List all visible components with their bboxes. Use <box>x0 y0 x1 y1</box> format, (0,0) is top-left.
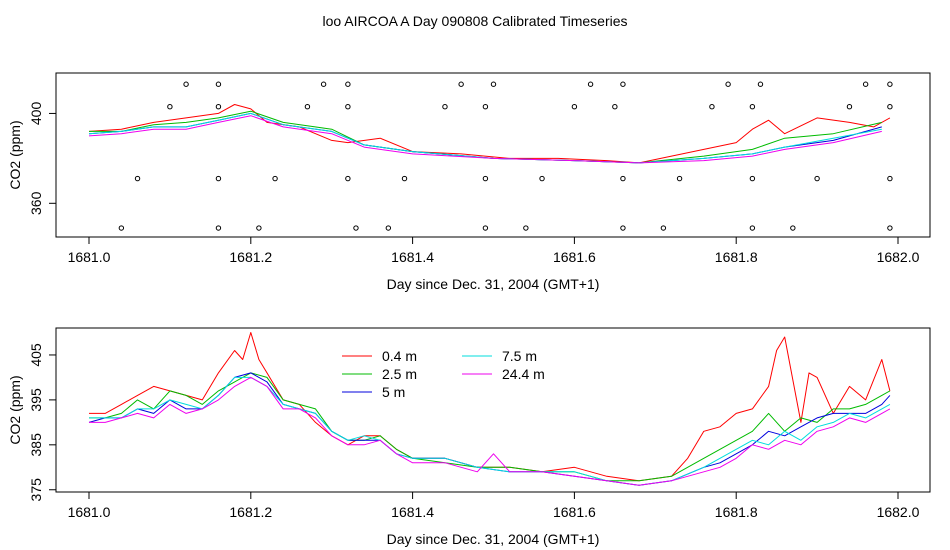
legend-label: 2.5 m <box>382 366 417 382</box>
data-point-marker <box>887 175 893 182</box>
series-line-2-5-m <box>89 110 882 164</box>
bottom-x-tick-label: 1681.2 <box>229 504 272 520</box>
data-point-marker <box>749 225 756 231</box>
data-point-marker <box>256 225 262 231</box>
data-point-marker <box>183 81 189 87</box>
data-point-marker <box>709 103 715 110</box>
data-point-marker <box>887 225 893 231</box>
data-point-marker <box>660 225 667 231</box>
bottom-panel: 1681.0 1681.2 1681.4 1681.6 1681.8 1682.0 375… <box>7 327 931 547</box>
legend-label: 7.5 m <box>502 348 537 364</box>
data-point-marker <box>749 103 756 110</box>
data-point-marker <box>345 81 351 87</box>
data-point-marker <box>887 81 893 87</box>
top-y-tick-label: 360 <box>28 191 44 215</box>
top-x-axis-label: Day since Dec. 31, 2004 (GMT+1) <box>387 276 600 292</box>
series-line-24-4-m <box>89 376 891 486</box>
bottom-y-tick-label: 375 <box>28 478 44 502</box>
bottom-y-axis-label: CO2 (ppm) <box>7 375 23 444</box>
data-point-marker <box>676 175 683 182</box>
data-point-marker <box>401 175 408 182</box>
data-point-marker <box>490 81 497 87</box>
data-point-marker <box>482 175 489 182</box>
series-line-7-5-m <box>89 376 891 486</box>
data-point-marker <box>320 81 327 87</box>
data-point-marker <box>846 103 853 110</box>
top-y-tick-label: 400 <box>28 102 44 126</box>
data-point-marker <box>442 103 448 110</box>
data-point-marker <box>757 81 764 87</box>
data-point-marker <box>862 81 869 87</box>
legend-label: 24.4 m <box>502 366 545 382</box>
data-point-marker <box>790 225 796 231</box>
bottom-y-tick-label: 385 <box>28 433 44 457</box>
top-x-tick-label: 1681.8 <box>715 249 758 265</box>
data-point-marker <box>749 175 756 182</box>
data-point-marker <box>118 225 125 231</box>
series-line-5-m <box>88 112 882 164</box>
bottom-x-axis-label: Day since Dec. 31, 2004 (GMT+1) <box>387 531 600 547</box>
data-point-marker <box>587 81 594 87</box>
legend-label: 0.4 m <box>382 348 417 364</box>
data-point-marker <box>814 175 820 182</box>
series-line-24-4-m <box>88 115 882 164</box>
data-point-marker <box>482 225 489 231</box>
top-x-tick-label: 1681.0 <box>68 249 111 265</box>
data-point-marker <box>725 81 731 87</box>
top-plot-frame <box>55 72 931 238</box>
data-point-marker <box>620 225 626 231</box>
bottom-y-tick-label: 405 <box>28 343 44 367</box>
data-point-marker <box>304 103 311 110</box>
chart-title: loo AIRCOA A Day 090808 Calibrated Times… <box>322 13 627 29</box>
data-point-marker <box>482 103 489 110</box>
bottom-plot-frame <box>55 327 931 493</box>
legend-label: 5 m <box>382 384 405 400</box>
top-y-axis-label: CO2 (ppm) <box>7 120 23 189</box>
legend: 0.4 m 2.5 m 5 m 7.5 m 24.4 m <box>342 348 545 400</box>
data-point-marker <box>523 225 529 231</box>
data-point-marker <box>167 103 173 110</box>
top-panel: 1681.0 1681.2 1681.4 1681.6 1681.8 1682.0 360… <box>7 72 931 292</box>
data-point-marker <box>620 175 626 182</box>
top-x-tick-label: 1681.2 <box>229 249 272 265</box>
data-point-marker <box>345 175 351 182</box>
data-point-marker <box>134 175 141 182</box>
data-point-marker <box>215 81 222 87</box>
bottom-x-tick-label: 1681.6 <box>553 504 596 520</box>
bottom-x-tick-label: 1682.0 <box>877 504 920 520</box>
data-point-marker <box>887 103 893 110</box>
bottom-series-lines <box>88 332 891 486</box>
data-point-marker <box>539 175 545 182</box>
data-point-marker <box>215 225 222 231</box>
data-point-marker <box>345 103 351 110</box>
bottom-x-ticks: 1681.0 1681.2 1681.4 1681.6 1681.8 1682.0 <box>68 492 920 520</box>
top-series-lines <box>88 104 891 164</box>
bottom-x-tick-label: 1681.0 <box>68 504 111 520</box>
series-line-0-4-m <box>88 104 891 164</box>
series-line-7-5-m <box>88 112 882 164</box>
top-x-tick-label: 1682.0 <box>877 249 920 265</box>
bottom-y-tick-label: 395 <box>28 388 44 412</box>
bottom-x-tick-label: 1681.4 <box>391 504 434 520</box>
top-y-ticks: 360 400 <box>28 102 56 215</box>
data-point-marker <box>458 81 464 87</box>
top-point-markers <box>118 81 893 231</box>
bottom-y-ticks: 375 385 395 405 <box>28 343 56 501</box>
data-point-marker <box>571 103 578 110</box>
data-point-marker <box>215 175 222 182</box>
series-line-5-m <box>88 372 891 486</box>
top-x-tick-label: 1681.6 <box>553 249 596 265</box>
data-point-marker <box>353 225 359 231</box>
data-point-marker <box>385 225 392 231</box>
data-point-marker <box>272 175 278 182</box>
top-x-tick-label: 1681.4 <box>391 249 434 265</box>
bottom-x-tick-label: 1681.8 <box>715 504 758 520</box>
data-point-marker <box>620 81 626 87</box>
data-point-marker <box>612 103 618 110</box>
data-point-marker <box>215 103 222 110</box>
series-line-2-5-m <box>89 372 891 482</box>
top-x-ticks: 1681.0 1681.2 1681.4 1681.6 1681.8 1682.0 <box>68 237 920 265</box>
